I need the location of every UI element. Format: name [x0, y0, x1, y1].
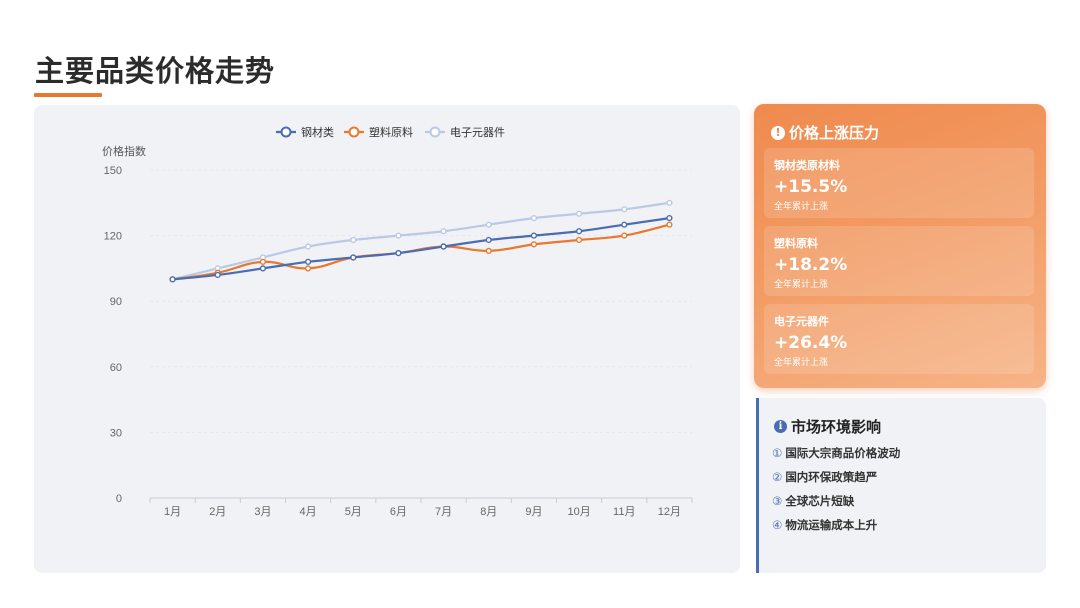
y-tick-label: 0	[116, 493, 122, 505]
page-title: 主要品类价格走势	[35, 54, 276, 88]
pressure-item-value: +26.4%	[774, 333, 848, 353]
market-item-number: ②	[772, 470, 783, 484]
series-line	[172, 201, 670, 281]
market-impact-title: 市场环境影响	[791, 418, 882, 436]
y-tick-label: 30	[110, 427, 122, 439]
series-point	[440, 243, 447, 250]
series-point	[350, 236, 357, 244]
price-pressure-header: ! 价格上涨压力	[771, 122, 879, 143]
series-point	[304, 265, 312, 272]
series-point	[350, 254, 357, 261]
series-point	[530, 232, 538, 239]
pressure-item-value: +15.5%	[774, 177, 848, 197]
market-impact-header: i 市场环境影响	[774, 416, 881, 437]
market-item: ② 国内环保政策趋严	[772, 469, 877, 485]
x-tick-label: 10月	[567, 506, 590, 518]
series-point	[621, 232, 628, 239]
x-tick-label: 3月	[254, 506, 271, 518]
market-impact-card: i 市场环境影响 ① 国际大宗商品价格波动 ② 国内环保政策趋严 ③ 全球芯片短缺 ④…	[756, 398, 1046, 573]
y-tick-label: 150	[104, 165, 122, 177]
market-accent-bar	[756, 398, 759, 573]
series-point	[440, 228, 447, 235]
series-point	[304, 243, 312, 250]
pressure-item-note: 全年累计上涨	[774, 280, 829, 290]
series-point	[575, 236, 583, 244]
market-item-text: 国内环保政策趋严	[785, 470, 878, 484]
price-pressure-card: ! 价格上涨压力 钢材类原材料 +15.5% 全年累计上涨 塑料原料 +18.2…	[754, 104, 1046, 388]
x-tick-label: 12月	[658, 506, 681, 518]
x-tick-label: 2月	[209, 506, 226, 518]
x-tick-label: 5月	[345, 506, 362, 518]
series-point	[304, 258, 312, 265]
series-line	[172, 217, 670, 281]
series-point	[259, 265, 267, 272]
legend-marker	[429, 126, 441, 138]
x-tick-label: 9月	[525, 506, 542, 518]
pressure-item-steel: 钢材类原材料 +15.5% 全年累计上涨	[764, 148, 1034, 218]
series-point	[395, 232, 402, 239]
exclamation-icon: !	[771, 125, 785, 140]
series-point	[259, 258, 267, 265]
x-tick-label: 7月	[435, 506, 452, 518]
market-item-number: ①	[772, 446, 783, 460]
series-point	[530, 241, 538, 248]
series-point	[666, 215, 673, 222]
pressure-item-label: 钢材类原材料	[774, 159, 840, 172]
series-point	[485, 247, 492, 255]
y-tick-label: 90	[110, 296, 122, 308]
market-item-number: ③	[772, 494, 783, 508]
y-tick-label: 120	[104, 231, 122, 243]
series-point	[666, 199, 673, 206]
pressure-item-label: 塑料原料	[774, 237, 818, 250]
series-point	[395, 249, 402, 257]
market-item-number: ④	[772, 518, 783, 532]
title-underline	[34, 93, 102, 97]
legend-label: 钢材类	[301, 125, 334, 139]
x-tick-label: 6月	[390, 506, 407, 518]
series-point	[621, 206, 628, 213]
y-tick-label: 60	[110, 362, 122, 374]
series-point	[575, 228, 583, 235]
x-tick-label: 1月	[164, 506, 181, 518]
pressure-item-value: +18.2%	[774, 255, 848, 275]
legend-marker	[280, 126, 292, 138]
market-item-text: 国际大宗商品价格波动	[785, 446, 901, 460]
market-item-text: 全球芯片短缺	[785, 494, 855, 508]
series-point	[169, 276, 176, 283]
legend-label: 塑料原料	[369, 125, 413, 139]
market-item: ① 国际大宗商品价格波动	[772, 445, 900, 461]
series-point	[575, 210, 583, 217]
series-point	[485, 221, 492, 228]
price-trend-chart: 0 30 60 90 120 150 价格指数 1月 2月 3月 4月 5月 6月 7月 8月 9月 10月 11…	[102, 125, 693, 518]
market-item: ④ 物流运输成本上升	[772, 517, 877, 533]
series-point	[214, 271, 221, 279]
price-pressure-title: 价格上涨压力	[789, 124, 880, 142]
series-point	[530, 215, 538, 222]
info-icon: i	[774, 420, 787, 433]
series-point	[485, 236, 492, 244]
series-point	[621, 221, 628, 228]
chart-card: 0 30 60 90 120 150 价格指数 1月 2月 3月 4月 5月 6月 7月 8月 9月 10月 11…	[34, 105, 740, 573]
pressure-item-note: 全年累计上涨	[774, 202, 829, 212]
market-item: ③ 全球芯片短缺	[772, 493, 854, 509]
x-tick-label: 4月	[300, 506, 317, 518]
market-item-text: 物流运输成本上升	[785, 518, 878, 532]
pressure-item-note: 全年累计上涨	[774, 358, 829, 368]
series-point	[666, 221, 673, 228]
pressure-item-electronics: 电子元器件 +26.4% 全年累计上涨	[764, 304, 1034, 374]
pressure-item-plastic: 塑料原料 +18.2% 全年累计上涨	[764, 226, 1034, 296]
y-axis-label: 价格指数	[102, 144, 146, 158]
pressure-item-label: 电子元器件	[774, 315, 829, 328]
x-tick-label: 8月	[480, 506, 497, 518]
x-tick-label: 11月	[613, 506, 635, 518]
legend-marker	[348, 126, 360, 138]
legend-label: 电子元器件	[450, 126, 505, 139]
